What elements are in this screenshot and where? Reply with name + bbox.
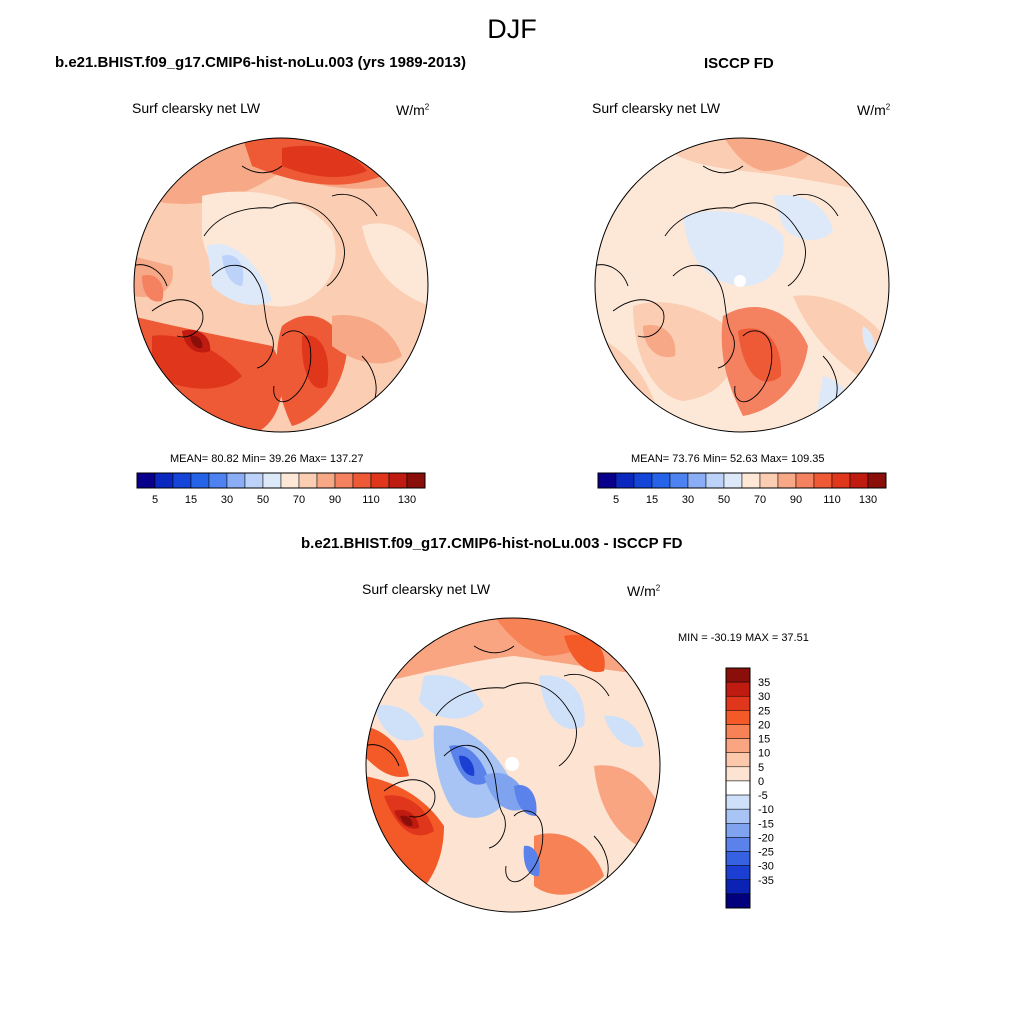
panel-3-colorbar-cell [725,681,751,697]
panel-2-colorbar-cell [849,472,869,489]
panel-3-colorbar-cell [725,808,751,824]
panel-2-colorbar-cell [705,472,725,489]
panel-1-colorbar-cell [298,472,318,489]
panel-3-colorbar-cell [725,766,751,782]
panel-1-title: b.e21.BHIST.f09_g17.CMIP6-hist-noLu.003 … [55,54,466,71]
panel-3-colorbar-cell [725,879,751,895]
panel-3-colorbar-cell [725,724,751,739]
panel-2-colorbar-tick-label: 5 [613,494,619,506]
panel-3-colorbar-cell [725,837,751,852]
panel-3-units: W/m2 [627,583,661,599]
panel-1-colorbar-cell [208,472,228,489]
panel-1-colorbar-cell [370,472,390,489]
panel-1-stats: MEAN= 80.82 Min= 39.26 Max= 137.27 [170,453,364,465]
panel-2-stats: MEAN= 73.76 Min= 52.63 Max= 109.35 [631,453,825,465]
panel-1-colorbar-tick-label: 15 [185,494,197,506]
panel-1-colorbar-cell [244,472,264,489]
panel-3-colorbar-label: 15 [758,734,770,746]
panel-2-colorbar-cell [795,472,815,489]
panel-3-colorbar-cell [725,695,751,711]
panel-2-variable-label: Surf clearsky net LW [592,100,721,116]
panel-1-colorbar-tick-label: 50 [257,494,269,506]
panel-2-colorbar-cell [777,472,797,489]
panel-3-colorbar-cell [725,780,751,796]
panel-3-stats: MIN = -30.19 MAX = 37.51 [678,632,809,644]
panel-3-colorbar-label: -25 [758,847,774,859]
panel-3-colorbar-label: 30 [758,691,770,703]
panel-2-colorbar-tick-label: 50 [718,494,730,506]
panel-1-colorbar-tick-label: 110 [362,494,380,506]
panel-3-colorbar-cell [725,851,751,866]
panel-1-colorbar: 5 15 30 50 70 90 110 130 [136,472,426,506]
panel-1-colorbar-cell [262,472,282,489]
panel-3-colorbar-cell [725,738,751,753]
panel-3-colorbar-cell [725,823,751,838]
panel-3-variable-label: Surf clearsky net LW [362,581,491,597]
panel-2-colorbar: 5 15 30 50 70 90 110 130 [597,472,887,506]
panel-2-colorbar-cell [669,472,689,489]
panel-2-colorbar-cell [813,472,833,489]
panel-2-colorbar-cell [831,472,851,489]
panel-2-colorbar-tick-label: 110 [823,494,841,506]
panel-1-colorbar-cell [334,472,354,489]
panel-3-colorbar-label: -30 [758,861,774,873]
panel-1-variable-label: Surf clearsky net LW [132,100,261,116]
panel-1-polar-map [133,137,429,433]
panel-1-colorbar-tick-label: 5 [152,494,158,506]
panel-3-colorbar-label: -15 [758,818,774,830]
panel-1-units: W/m2 [396,102,430,118]
panel-3-colorbar-cell [725,710,751,725]
panel-3-colorbar-cell [725,893,751,909]
panel-2-colorbar-cell [687,472,707,489]
panel-3-colorbar: 35 30 25 20 15 10 5 0 -5 -10 -15 -20 -25 -30 -35 [725,667,774,909]
panel-3-colorbar-label: 5 [758,762,764,774]
panel-1-colorbar-tick-label: 30 [221,494,233,506]
panel-2-title: ISCCP FD [704,55,774,72]
panel-1-colorbar-tick-label: 70 [293,494,305,506]
panel-1-colorbar-cell [226,472,246,489]
panel-2-polar-map [594,137,890,433]
panel-3-colorbar-label: 20 [758,719,770,731]
panel-2-colorbar-tick-label: 15 [646,494,658,506]
panel-1-colorbar-cell [280,472,300,489]
panel-2-colorbar-cell [723,472,743,489]
panel-2-colorbar-cell [867,472,887,489]
panel-2-colorbar-cell [633,472,653,489]
panel-2-colorbar-cell [741,472,761,489]
panel-1-colorbar-cell [136,472,156,489]
panel-3-colorbar-label: 10 [758,748,770,760]
panel-3-colorbar-cell [725,752,751,768]
panel-3-colorbar-cell [725,667,751,683]
panel-1-colorbar-cell [388,472,408,489]
panel-3-colorbar-cell [725,865,751,881]
panel-3-title: b.e21.BHIST.f09_g17.CMIP6-hist-noLu.003 … [301,535,683,552]
panel-3-polar-map [365,617,661,913]
panel-2-colorbar-cell [615,472,635,489]
figure-title: DJF [487,14,537,44]
panel-2-colorbar-tick-label: 70 [754,494,766,506]
panel-2-colorbar-tick-label: 90 [790,494,802,506]
panel-1-colorbar-cell [190,472,210,489]
panel-2-colorbar-tick-label: 130 [859,494,877,506]
panel-3-colorbar-label: -35 [758,875,774,887]
panel-3-colorbar-label: 0 [758,776,764,788]
panel-3-colorbar-cell [725,794,751,810]
panel-3-colorbar-label: -10 [758,804,774,816]
panel-1-colorbar-cell [352,472,372,489]
panel-1-colorbar-cell [316,472,336,489]
panel-1-colorbar-cell [154,472,174,489]
panel-2-units: W/m2 [857,102,891,118]
panel-1-colorbar-tick-label: 130 [398,494,416,506]
panel-3-colorbar-label: 35 [758,677,770,689]
panel-1-colorbar-cell [172,472,192,489]
panel-2-colorbar-cell [651,472,671,489]
panel-2-colorbar-cell [759,472,779,489]
panel-2-colorbar-tick-label: 30 [682,494,694,506]
panel-3-colorbar-label: -20 [758,832,774,844]
panel-3-colorbar-label: -5 [758,790,768,802]
panel-2-colorbar-cell [597,472,617,489]
panel-1-colorbar-cell [406,472,426,489]
panel-1-colorbar-tick-label: 90 [329,494,341,506]
panel-3-colorbar-label: 25 [758,705,770,717]
